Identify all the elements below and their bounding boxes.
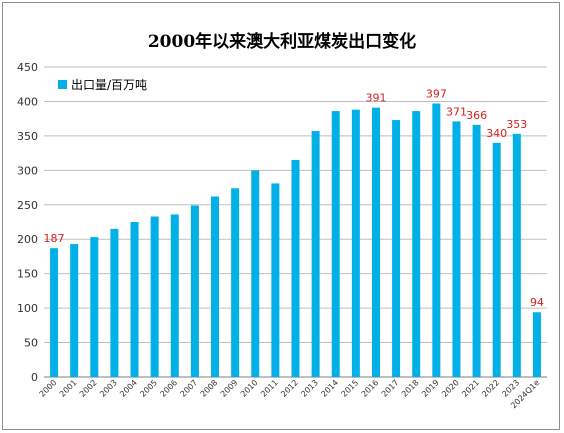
data-label: 340 [486, 127, 507, 140]
y-tick-label: 200 [17, 233, 38, 246]
bars [50, 103, 541, 378]
data-label: 397 [426, 88, 447, 101]
bar [412, 111, 421, 377]
x-tick-label: 2004 [118, 378, 139, 399]
x-tick-label: 2022 [480, 378, 501, 399]
bar [291, 160, 300, 377]
y-tick-label: 250 [17, 199, 38, 212]
x-tick-label: 2007 [179, 378, 200, 399]
data-label: 366 [466, 109, 487, 122]
data-label: 187 [44, 232, 65, 245]
x-tick-label: 2018 [400, 378, 421, 399]
bar [70, 244, 79, 377]
bar [432, 103, 441, 377]
x-tick-label: 2000 [38, 378, 59, 399]
bar [150, 216, 159, 377]
bar [90, 237, 99, 377]
bar [492, 142, 501, 377]
data-label: 391 [365, 92, 386, 105]
x-tick-label: 2010 [239, 378, 260, 399]
x-tick-label: 2017 [380, 378, 401, 399]
bar [211, 196, 220, 377]
x-tick-label: 2013 [299, 378, 320, 399]
x-tick-label: 2016 [360, 378, 381, 399]
bar [170, 214, 179, 377]
data-label: 94 [530, 296, 544, 309]
y-tick-label: 450 [17, 61, 38, 74]
bar [110, 228, 119, 377]
bar [371, 107, 380, 378]
x-tick-label: 2006 [158, 378, 179, 399]
x-tick-label: 2001 [58, 378, 79, 399]
bar [351, 109, 360, 377]
x-tick-label: 2011 [259, 378, 280, 399]
bar [472, 124, 481, 377]
legend-label: 出口量/百万吨 [71, 78, 147, 92]
bar [392, 120, 401, 378]
bar [190, 205, 199, 377]
x-tick-label: 2003 [98, 378, 119, 399]
bar [50, 248, 59, 377]
y-tick-label: 50 [24, 337, 38, 350]
x-tick-label: 2009 [219, 378, 240, 399]
y-tick-label: 0 [31, 371, 38, 384]
x-tick-label: 2008 [199, 378, 220, 399]
x-tick-label: 2012 [279, 378, 300, 399]
legend: 出口量/百万吨 [58, 78, 147, 92]
bar [231, 188, 240, 377]
y-axis-ticks: 0 50 100 150 200 250 300 350 400 450 [17, 61, 38, 384]
y-tick-label: 350 [17, 130, 38, 143]
bar [331, 111, 340, 377]
x-tick-label: 2015 [340, 378, 361, 399]
x-tick-label: 2002 [78, 378, 99, 399]
bar [452, 121, 461, 377]
x-tick-label: 2020 [440, 378, 461, 399]
y-tick-label: 150 [17, 268, 38, 281]
bar [532, 312, 541, 377]
y-tick-label: 400 [17, 95, 38, 108]
bar [271, 183, 280, 377]
data-label: 353 [506, 118, 527, 131]
data-label: 371 [446, 105, 467, 118]
x-tick-label: 2019 [420, 378, 441, 399]
bar [251, 170, 260, 377]
bar [311, 131, 320, 377]
x-tick-label: 2005 [138, 378, 159, 399]
y-tick-label: 300 [17, 164, 38, 177]
x-axis-ticks: 2000 2001 2002 2003 2004 2005 2006 2007 2008 2009… [38, 378, 542, 410]
legend-swatch [58, 80, 67, 89]
y-tick-label: 100 [17, 302, 38, 315]
x-tick-label: 2021 [460, 378, 481, 399]
bar [130, 222, 139, 377]
chart-title: 2000年以来澳大利亚煤炭出口变化 [147, 32, 417, 52]
x-tick-label: 2014 [319, 378, 340, 399]
bar [512, 133, 521, 377]
